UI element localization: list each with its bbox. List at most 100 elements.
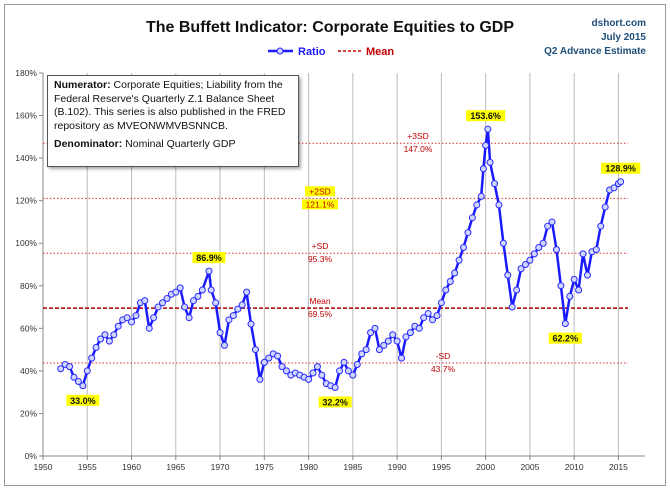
- ratio-point: [526, 256, 534, 264]
- ratio-point: [313, 363, 321, 371]
- reference-value-label: 147.0%: [404, 144, 433, 154]
- ratio-point: [194, 292, 202, 300]
- legend: Ratio Mean: [268, 46, 394, 58]
- x-tick-label: 2000: [476, 462, 495, 472]
- x-tick-label: 2010: [565, 462, 584, 472]
- ratio-point: [575, 286, 583, 294]
- ratio-point: [384, 337, 392, 345]
- ratio-point: [592, 246, 600, 254]
- ratio-point: [486, 158, 494, 166]
- legend-ratio-marker: [276, 47, 284, 55]
- data-label: 33.0%: [70, 396, 96, 406]
- ratio-point: [484, 125, 492, 133]
- y-tick-label: 180%: [15, 68, 37, 78]
- ratio-point: [318, 371, 326, 379]
- ratio-point: [282, 367, 290, 375]
- source-line: dshort.com: [592, 18, 647, 29]
- ratio-point: [491, 180, 498, 188]
- source-line: July 2015: [601, 32, 646, 43]
- ratio-point: [513, 286, 521, 294]
- ratio-point: [420, 314, 428, 322]
- ratio-point: [349, 371, 357, 379]
- ratio-point: [437, 299, 445, 307]
- ratio-point: [331, 383, 339, 391]
- ratio-point: [97, 335, 105, 343]
- data-label: 86.9%: [196, 253, 222, 263]
- ratio-point: [309, 369, 317, 377]
- ratio-point: [477, 192, 485, 200]
- ratio-point: [570, 275, 578, 283]
- ratio-point: [66, 363, 74, 371]
- ratio-point: [579, 250, 587, 258]
- x-tick-label: 1995: [432, 462, 451, 472]
- ratio-point: [92, 343, 100, 351]
- reference-value-label: 43.7%: [431, 364, 456, 374]
- ratio-point: [446, 278, 454, 286]
- ratio-point: [70, 373, 78, 381]
- reference-value-label: 121.1%: [306, 199, 335, 209]
- data-label: 32.2%: [322, 397, 348, 407]
- data-label-highlight: [192, 252, 226, 264]
- ratio-point: [185, 314, 193, 322]
- data-label-highlight: [466, 110, 506, 122]
- ratio-point: [83, 367, 91, 375]
- x-tick-label: 2015: [609, 462, 628, 472]
- ratio-point: [521, 261, 529, 268]
- y-tick-label: 40%: [20, 366, 37, 376]
- ratio-point: [424, 309, 432, 317]
- ratio-point: [305, 375, 313, 383]
- data-label: 153.6%: [470, 111, 501, 121]
- ratio-point: [530, 250, 538, 258]
- y-tick-label: 100%: [15, 238, 37, 248]
- ratio-point: [79, 382, 87, 390]
- ratio-point: [468, 214, 476, 222]
- source-info: dshort.com July 2015 Q2 Advance Estimate: [544, 18, 646, 57]
- ratio-point: [544, 222, 552, 230]
- ratio-point: [234, 305, 242, 313]
- ratio-point: [154, 303, 162, 311]
- legend-mean-label: Mean: [366, 46, 394, 58]
- numerator-text: Corporate Equities; Liability from the F…: [54, 79, 286, 132]
- ratio-point: [482, 141, 490, 149]
- ratio-point: [433, 312, 441, 320]
- ratio-point: [617, 178, 625, 186]
- ratio-point: [375, 346, 383, 354]
- ratio-point: [243, 288, 251, 296]
- ratio-point: [207, 286, 215, 294]
- data-label: 62.2%: [553, 334, 579, 344]
- ratio-point: [172, 288, 180, 296]
- x-tick-label: 1985: [343, 462, 362, 472]
- y-tick-label: 20%: [20, 408, 37, 418]
- data-label: 128.9%: [605, 164, 636, 174]
- ratio-point: [358, 350, 366, 358]
- ratio-point: [247, 320, 255, 328]
- x-tick-label: 1950: [34, 462, 53, 472]
- ratio-point: [548, 218, 556, 226]
- ratio-point: [508, 303, 516, 311]
- ratio-point: [451, 269, 459, 277]
- reference-value-label: 95.3%: [308, 254, 333, 264]
- x-tick-label: 1970: [211, 462, 230, 472]
- ratio-point: [238, 301, 246, 309]
- ratio-point: [340, 358, 348, 366]
- ratio-point: [597, 222, 605, 230]
- ratio-point: [212, 299, 220, 307]
- ratio-point: [123, 314, 131, 322]
- ratio-point: [601, 203, 609, 211]
- ratio-point: [205, 267, 213, 275]
- ratio-point: [473, 201, 481, 209]
- ratio-point: [362, 346, 370, 354]
- ratio-point: [251, 346, 259, 354]
- ratio-point: [256, 375, 264, 383]
- ratio-point: [535, 243, 543, 251]
- ratio-point: [561, 320, 569, 328]
- ratio-point: [150, 314, 158, 322]
- ratio-point: [145, 324, 153, 332]
- ratio-point: [225, 316, 233, 324]
- data-label-highlight: [548, 332, 582, 344]
- legend-ratio-label: Ratio: [298, 46, 326, 58]
- ratio-point: [610, 184, 618, 192]
- ratio-point: [176, 284, 184, 292]
- ratio-point: [220, 341, 228, 349]
